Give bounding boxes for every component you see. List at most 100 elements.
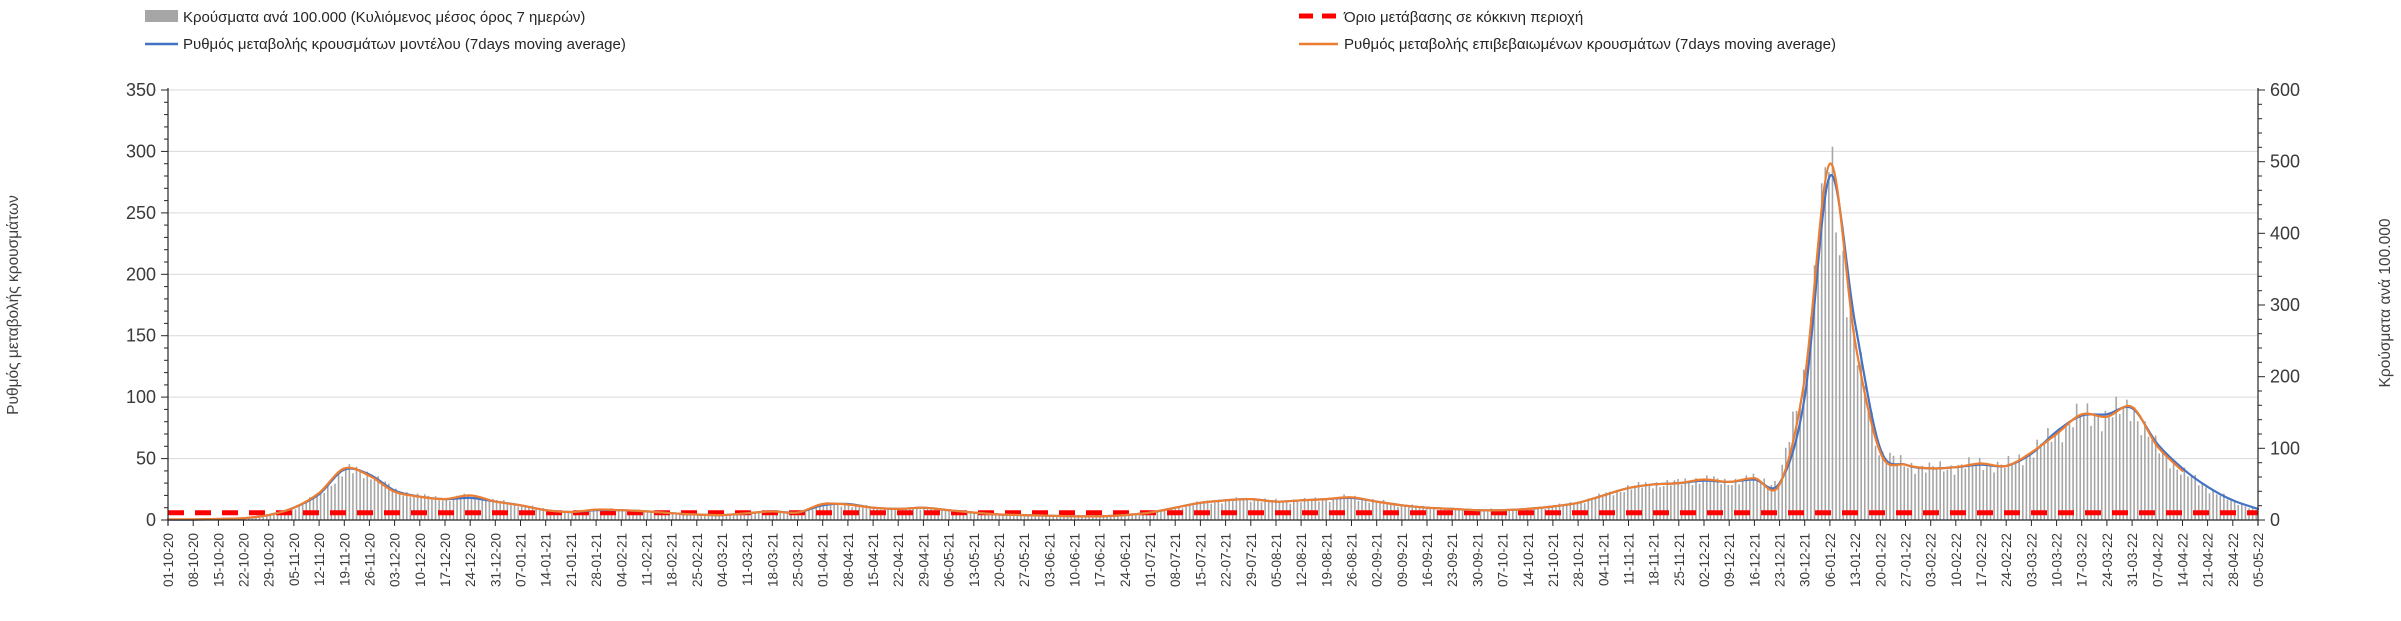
daily-case-bar (682, 513, 685, 520)
daily-case-bar (485, 497, 487, 520)
daily-case-bar (808, 509, 810, 520)
daily-case-bar (2169, 468, 2171, 520)
daily-case-bar (955, 511, 958, 520)
daily-case-bar (1124, 515, 1126, 520)
x-axis-date-label: 18-02-21 (665, 533, 680, 587)
x-axis-date-label: 19-08-21 (1319, 533, 1334, 587)
left-axis-tick-label: 50 (136, 449, 156, 469)
daily-case-bar (1224, 499, 1227, 520)
daily-case-bar (625, 511, 627, 520)
daily-case-bar (660, 512, 663, 520)
daily-case-bar (1508, 509, 1511, 520)
daily-case-bar (1799, 402, 1801, 520)
daily-case-bar (2047, 428, 2049, 520)
daily-case-bar (391, 490, 394, 520)
right-axis-ticks: 0 100 200 300 400 500 600 (2258, 80, 2300, 530)
daily-case-bar (370, 479, 372, 520)
daily-case-bar (1713, 476, 1715, 520)
daily-case-bar (1619, 492, 1622, 520)
daily-case-bar (1867, 410, 1870, 520)
daily-case-bar (1533, 509, 1536, 520)
daily-case-bar (1698, 483, 1701, 520)
daily-case-bar (2233, 500, 2236, 520)
daily-case-bar (1127, 514, 1130, 520)
daily-case-bar (696, 514, 699, 520)
x-axis-date-label: 29-07-21 (1244, 533, 1259, 587)
daily-case-bar (2158, 453, 2161, 520)
daily-case-bar (1404, 505, 1406, 520)
legend-item-cases-bars: Κρούσματα ανά 100.000 (Κυλιόμενος μέσος … (145, 9, 585, 26)
legend-model-line-label: Ρυθμός μεταβολής κρουσμάτων μοντέλου (7d… (183, 36, 626, 53)
daily-case-bar (775, 511, 778, 520)
daily-case-bar (495, 500, 498, 520)
daily-case-bar (1134, 514, 1137, 520)
x-axis-date-label: 22-07-21 (1219, 533, 1234, 587)
x-axis-date-label: 10-06-21 (1068, 533, 1083, 587)
x-axis-date-label: 20-05-21 (992, 533, 1007, 587)
legend-cases-bars-label: Κρούσματα ανά 100.000 (Κυλιόμενος μέσος … (183, 9, 585, 26)
daily-case-bar (316, 493, 318, 520)
daily-case-bar (1565, 503, 1568, 520)
daily-case-bar (1325, 498, 1327, 520)
daily-case-bar (1634, 485, 1636, 520)
daily-case-bar (1921, 465, 1924, 520)
daily-case-bar (1673, 480, 1676, 520)
daily-case-bar (1813, 265, 1816, 520)
daily-case-bar (2230, 499, 2232, 520)
daily-case-bar (779, 512, 782, 520)
daily-case-bar (1957, 465, 1959, 520)
daily-case-bar (750, 513, 753, 520)
daily-case-bar (556, 512, 559, 520)
daily-case-bar (560, 510, 563, 520)
daily-case-bar (406, 492, 408, 520)
daily-case-bar (1587, 498, 1590, 520)
daily-case-bar (1838, 255, 1841, 520)
daily-case-bar (1343, 494, 1345, 520)
daily-case-bar (2219, 495, 2222, 520)
daily-case-bar (757, 511, 760, 520)
daily-case-bar (1483, 510, 1485, 520)
daily-case-bar (416, 493, 419, 520)
x-axis-date-label: 23-09-21 (1445, 533, 1460, 587)
daily-case-bar (754, 512, 756, 520)
x-axis-date-label: 11-03-21 (740, 533, 755, 586)
daily-case-bar (2075, 403, 2078, 520)
daily-case-bar (2036, 439, 2038, 520)
legend-confirmed-line-label: Ρυθμός μεταβολής επιβεβαιωμένων κρουσμάτ… (1344, 36, 1836, 53)
daily-case-bar (1106, 516, 1108, 520)
daily-case-bar (2183, 467, 2186, 520)
daily-case-bar (2244, 506, 2247, 520)
x-axis-date-label: 15-10-20 (211, 533, 226, 587)
daily-case-bar (1609, 491, 1611, 520)
daily-case-bar (1109, 515, 1112, 520)
daily-case-bar (966, 512, 968, 520)
daily-case-bar (2057, 428, 2060, 520)
daily-case-bar (1081, 516, 1083, 520)
daily-case-bar (1117, 515, 1119, 520)
daily-case-bar (1102, 516, 1105, 520)
daily-case-bar (567, 512, 570, 520)
daily-case-bar (427, 495, 430, 520)
daily-case-bar (643, 510, 645, 520)
daily-case-bar (704, 515, 706, 520)
daily-case-bar (1310, 500, 1313, 520)
daily-case-bar (344, 467, 347, 520)
daily-case-bar (1978, 457, 1981, 520)
daily-case-bar (1856, 365, 1859, 520)
daily-case-bar (2065, 423, 2067, 520)
daily-case-bar (1138, 513, 1141, 520)
daily-case-bar (1759, 483, 1762, 520)
daily-case-bar (280, 511, 282, 520)
left-axis-tick-label: 350 (126, 80, 156, 100)
daily-case-bar (2025, 454, 2028, 520)
daily-case-bar (1989, 464, 1992, 520)
daily-case-bar (693, 514, 695, 520)
daily-case-bar (1709, 482, 1712, 520)
x-axis-date-label: 31-12-20 (488, 533, 503, 587)
daily-case-bar (564, 511, 566, 520)
daily-case-bar (481, 499, 484, 520)
daily-case-bar (2201, 483, 2204, 520)
daily-case-bar (811, 509, 814, 520)
daily-case-bar (1820, 183, 1823, 521)
daily-case-bar (2100, 431, 2103, 520)
